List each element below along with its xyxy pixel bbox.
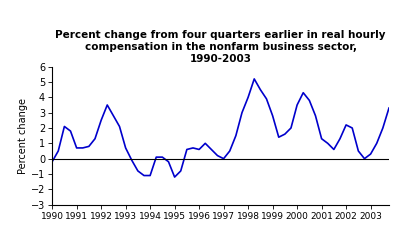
Y-axis label: Percent change: Percent change (18, 98, 28, 174)
Title: Percent change from four quarters earlier in real hourly
compensation in the non: Percent change from four quarters earlie… (55, 30, 386, 64)
